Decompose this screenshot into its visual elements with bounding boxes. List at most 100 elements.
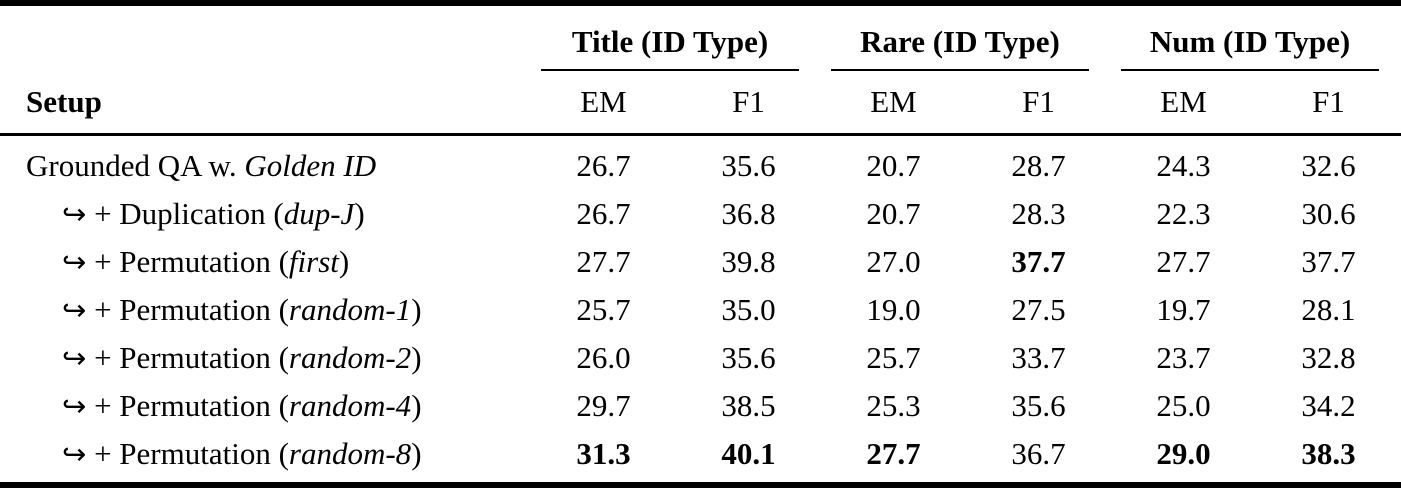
table-cell: 31.3	[576, 436, 631, 471]
table-cell: 37.7	[1011, 244, 1066, 279]
table-cell: 32.6	[1301, 148, 1356, 183]
table-cell: 27.5	[1011, 292, 1066, 327]
table-cell: 28.7	[1011, 148, 1066, 183]
table-row: ↪ + Permutation (random-1) 25.7 35.0 19.…	[0, 286, 1401, 334]
table-cell: 36.7	[1011, 436, 1066, 471]
table-row: ↪ + Permutation (first) 27.7 39.8 27.0 3…	[0, 238, 1401, 286]
metric-header-em: EM	[870, 84, 917, 119]
table-cell: 35.6	[721, 148, 776, 183]
table-cell: 35.6	[721, 340, 776, 375]
hook-arrow-icon: ↪	[62, 245, 87, 279]
row-label: ↪ + Duplication (dup-J)	[0, 190, 531, 238]
table-cell: 19.0	[866, 292, 921, 327]
table-cell: 38.5	[721, 388, 776, 423]
table-cell: 29.7	[576, 388, 631, 423]
empty-corner-cell	[0, 3, 531, 71]
table-cell: 32.8	[1301, 340, 1356, 375]
table-cell: 26.7	[576, 148, 631, 183]
table-cell: 38.3	[1301, 436, 1356, 471]
table-row: ↪ + Permutation (random-4) 29.7 38.5 25.…	[0, 382, 1401, 430]
table-cell: 30.6	[1301, 196, 1356, 231]
metric-header-em: EM	[1160, 84, 1207, 119]
table-cell: 35.0	[721, 292, 776, 327]
row-label-suffix: )	[411, 436, 422, 471]
column-group-rare: Rare (ID Type)	[821, 3, 1111, 71]
table-cell: 27.7	[1156, 244, 1211, 279]
table-cell: 27.0	[866, 244, 921, 279]
column-group-title-label: Title (ID Type)	[541, 6, 799, 71]
table-cell: 26.7	[576, 196, 631, 231]
row-label-variant: random-2	[288, 340, 412, 375]
table-cell: 24.3	[1156, 148, 1211, 183]
row-label-suffix: )	[411, 292, 422, 327]
table-cell: 23.7	[1156, 340, 1211, 375]
row-label-variant: random-8	[288, 436, 412, 471]
row-label-variant: Golden ID	[244, 148, 377, 183]
row-label-suffix: )	[411, 388, 422, 423]
hook-arrow-icon: ↪	[62, 293, 87, 327]
table-cell: 27.7	[576, 244, 631, 279]
table-cell: 20.7	[866, 196, 921, 231]
table-cell: 28.1	[1301, 292, 1356, 327]
table-cell: 20.7	[866, 148, 921, 183]
table-cell: 39.8	[721, 244, 776, 279]
row-label-text: + Duplication (	[86, 196, 284, 231]
table-cell: 35.6	[1011, 388, 1066, 423]
row-label-text: + Permutation (	[86, 292, 289, 327]
table-cell: 28.3	[1011, 196, 1066, 231]
row-label: ↪ + Permutation (random-1)	[0, 286, 531, 334]
table-cell: 25.3	[866, 388, 921, 423]
row-label-variant: dup-J	[283, 196, 355, 231]
column-group-num: Num (ID Type)	[1111, 3, 1401, 71]
table-cell: 25.7	[866, 340, 921, 375]
row-label-suffix: )	[354, 196, 365, 231]
row-label-text: Grounded QA w.	[26, 148, 245, 183]
table-cell: 29.0	[1156, 436, 1211, 471]
metric-header-f1: F1	[732, 84, 765, 119]
row-label: ↪ + Permutation (random-4)	[0, 382, 531, 430]
column-group-title: Title (ID Type)	[531, 3, 821, 71]
row-label-text: + Permutation (	[86, 340, 289, 375]
setup-column-header: Setup	[26, 84, 102, 119]
row-label-text: + Permutation (	[86, 244, 289, 279]
hook-arrow-icon: ↪	[62, 389, 87, 423]
table-cell: 36.8	[721, 196, 776, 231]
table-cell: 25.0	[1156, 388, 1211, 423]
table-row: ↪ + Permutation (random-2) 26.0 35.6 25.…	[0, 334, 1401, 382]
table-row: ↪ + Duplication (dup-J) 26.7 36.8 20.7 2…	[0, 190, 1401, 238]
table-row: ↪ + Permutation (random-8) 31.3 40.1 27.…	[0, 430, 1401, 485]
table-cell: 34.2	[1301, 388, 1356, 423]
row-label-suffix: )	[338, 244, 350, 279]
column-group-header-row: Title (ID Type) Rare (ID Type) Num (ID T…	[0, 3, 1401, 71]
metric-header-em: EM	[580, 84, 627, 119]
table-cell: 26.0	[576, 340, 631, 375]
table-cell: 25.7	[576, 292, 631, 327]
column-group-rare-label: Rare (ID Type)	[831, 6, 1090, 71]
row-label-variant: random-1	[288, 292, 412, 327]
metric-header-f1: F1	[1022, 84, 1055, 119]
table-cell: 22.3	[1156, 196, 1211, 231]
row-label: Grounded QA w. Golden ID	[0, 135, 531, 191]
row-label: ↪ + Permutation (first)	[0, 238, 531, 286]
row-label-variant: random-4	[288, 388, 412, 423]
metric-header-f1: F1	[1312, 84, 1345, 119]
hook-arrow-icon: ↪	[62, 341, 87, 375]
table-row: Grounded QA w. Golden ID 26.7 35.6 20.7 …	[0, 135, 1401, 191]
sub-header-row: Setup EM F1 EM F1 EM F1	[0, 71, 1401, 135]
row-label-text: + Permutation (	[86, 436, 289, 471]
hook-arrow-icon: ↪	[62, 197, 87, 231]
row-label: ↪ + Permutation (random-2)	[0, 334, 531, 382]
hook-arrow-icon: ↪	[62, 437, 87, 471]
table-cell: 37.7	[1301, 244, 1356, 279]
column-group-num-label: Num (ID Type)	[1121, 6, 1380, 71]
row-label-suffix: )	[411, 340, 422, 375]
row-label: ↪ + Permutation (random-8)	[0, 430, 531, 485]
table-cell: 27.7	[866, 436, 921, 471]
table-cell: 19.7	[1156, 292, 1211, 327]
row-label-variant: first	[288, 244, 339, 279]
table-cell: 33.7	[1011, 340, 1066, 375]
table-cell: 40.1	[721, 436, 776, 471]
row-label-text: + Permutation (	[86, 388, 289, 423]
